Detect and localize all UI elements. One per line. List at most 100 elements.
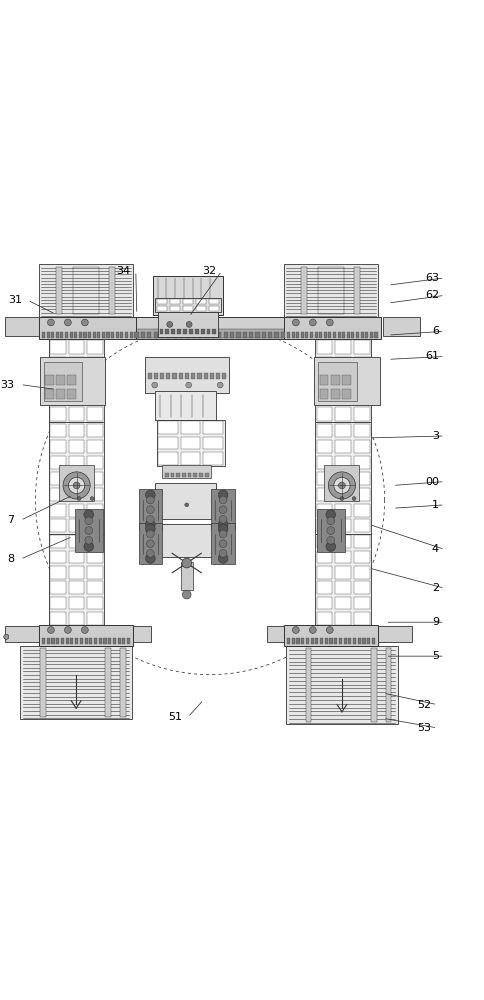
Text: 5: 5 — [431, 651, 438, 661]
Bar — [120, 332, 123, 338]
Bar — [181, 562, 192, 590]
Circle shape — [73, 482, 80, 489]
Bar — [330, 389, 339, 399]
Bar — [50, 456, 65, 469]
Bar — [286, 329, 378, 338]
Bar — [338, 638, 341, 644]
Bar — [138, 489, 162, 530]
Text: 31: 31 — [8, 295, 22, 305]
Bar — [68, 424, 84, 437]
Bar — [169, 306, 180, 311]
Text: 52: 52 — [417, 700, 431, 710]
Bar — [60, 332, 63, 338]
Bar — [334, 597, 350, 609]
Bar — [353, 612, 369, 625]
Bar — [342, 332, 345, 338]
Bar — [68, 440, 84, 453]
Bar — [68, 488, 84, 501]
Bar — [42, 332, 45, 338]
Bar — [191, 332, 196, 338]
Bar — [41, 635, 131, 644]
Text: 9: 9 — [431, 617, 438, 627]
Bar — [339, 486, 344, 490]
Bar — [280, 332, 285, 338]
Bar — [169, 299, 180, 304]
Bar — [68, 519, 84, 532]
Bar — [109, 267, 115, 314]
Circle shape — [81, 319, 88, 326]
Bar — [209, 299, 219, 304]
Bar — [334, 504, 350, 517]
Circle shape — [84, 542, 93, 551]
Circle shape — [81, 627, 88, 633]
Circle shape — [85, 517, 92, 525]
Bar — [334, 519, 350, 532]
Circle shape — [166, 322, 172, 327]
Bar — [351, 332, 354, 338]
Bar — [371, 638, 374, 644]
Bar — [316, 440, 332, 453]
Bar — [92, 332, 95, 338]
Bar — [140, 332, 145, 338]
Bar — [165, 329, 169, 334]
Bar — [211, 523, 234, 564]
Bar — [316, 597, 332, 609]
Bar — [287, 638, 289, 644]
Circle shape — [326, 527, 334, 534]
Bar — [166, 373, 170, 379]
Bar — [164, 471, 209, 477]
Bar — [314, 332, 317, 338]
Bar — [87, 535, 103, 548]
Bar — [353, 456, 369, 469]
Bar — [179, 332, 183, 338]
Bar — [153, 373, 158, 379]
Circle shape — [218, 554, 227, 563]
Bar — [147, 332, 151, 338]
Bar — [94, 638, 97, 644]
Bar — [50, 551, 65, 563]
Bar — [334, 566, 350, 579]
Bar — [305, 332, 308, 338]
Bar — [206, 329, 210, 334]
Bar — [319, 389, 328, 399]
Bar — [310, 638, 313, 644]
Bar — [300, 332, 303, 338]
Bar — [385, 648, 391, 722]
Bar — [197, 373, 201, 379]
Bar — [50, 519, 65, 532]
Circle shape — [219, 540, 227, 548]
Bar — [316, 340, 332, 354]
Circle shape — [339, 497, 343, 500]
Bar — [209, 306, 219, 311]
Bar — [80, 638, 83, 644]
Circle shape — [47, 319, 54, 326]
Bar — [305, 648, 311, 722]
Bar — [155, 298, 220, 312]
Bar — [147, 373, 151, 379]
Circle shape — [151, 382, 157, 388]
Bar — [184, 373, 189, 379]
Text: 7: 7 — [7, 515, 15, 525]
Bar — [160, 332, 164, 338]
Bar — [329, 638, 332, 644]
Bar — [42, 638, 45, 644]
Bar — [316, 566, 332, 579]
Circle shape — [77, 497, 81, 500]
Bar — [67, 389, 76, 399]
Bar — [316, 535, 332, 548]
Bar — [187, 473, 191, 477]
Bar — [116, 332, 119, 338]
Bar — [102, 332, 105, 338]
Bar — [87, 357, 103, 371]
Bar — [191, 373, 195, 379]
Bar — [203, 437, 223, 449]
Bar — [50, 504, 65, 517]
Bar — [158, 452, 178, 465]
Bar — [97, 332, 100, 338]
Circle shape — [219, 530, 227, 538]
Bar — [353, 472, 369, 485]
Bar — [283, 317, 380, 339]
Circle shape — [146, 549, 154, 557]
Bar — [319, 638, 322, 644]
Text: 33: 33 — [0, 380, 15, 390]
